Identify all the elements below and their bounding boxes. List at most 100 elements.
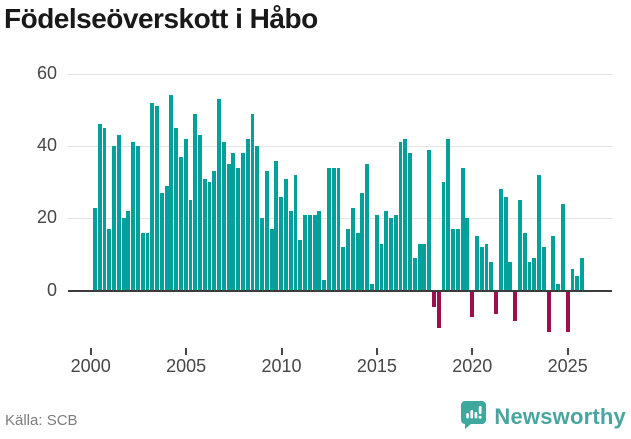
bar-2000Q2 [97,124,102,291]
x-tick-label: 2025 [547,356,588,376]
bar-2018Q3 [446,138,451,291]
bar-2010Q1 [284,178,288,291]
bar-2018Q1 [436,292,441,329]
bar-2020Q3 [484,243,489,291]
bar-2007Q2 [231,153,236,291]
bar-2007Q1 [226,164,231,291]
bar-2006Q4 [221,142,226,291]
bar-2013Q2 [346,229,350,291]
bar-2002Q4 [145,232,150,291]
bar-2024Q3 [560,203,565,291]
bar-2008Q1 [245,138,250,291]
bar-2022Q1 [513,292,518,322]
y-tick-label: 60 [36,62,57,83]
bar-2001Q4 [126,211,131,291]
bar-2013Q4 [355,232,360,291]
bar-2017Q4 [432,292,436,307]
newsworthy-logo: Newsworthy [460,400,626,434]
bar-2015Q2 [384,211,389,291]
x-tick-label: 2015 [356,356,397,376]
x-tick-mark [89,348,92,355]
bar-2008Q2 [250,113,255,291]
bar-2005Q1 [188,200,193,291]
bar-2023Q2 [537,175,541,291]
bar-2018Q4 [451,229,456,291]
x-axis-zero-line [68,289,612,292]
bar-2020Q4 [489,261,494,291]
bar-2016Q4 [412,258,417,291]
newsworthy-wordmark: Newsworthy [494,404,626,429]
bar-2007Q4 [241,153,245,291]
bar-2022Q3 [522,232,527,291]
bar-2021Q4 [508,261,513,291]
bar-2023Q3 [541,247,546,291]
bar-2008Q4 [260,218,265,291]
newsworthy-logo-icon [460,400,487,434]
bar-2021Q1 [494,292,498,314]
bar-2023Q4 [546,292,551,332]
y-tick-label: 40 [36,135,57,155]
bar-2003Q1 [150,102,155,291]
bar-2016Q1 [398,142,403,291]
bar-2006Q3 [217,99,222,291]
bar-2010Q2 [288,211,293,291]
bar-2025Q1 [570,269,575,291]
bar-2000Q3 [102,127,107,291]
x-tick-label: 2020 [452,356,493,376]
source-note: Källa: SCB [5,412,78,429]
x-tick-label: 2010 [261,356,302,376]
x-tick-mark [185,348,188,355]
bar-2019Q3 [465,218,470,291]
bar-2008Q3 [255,146,260,291]
bar-2016Q2 [403,138,408,291]
bar-2017Q3 [427,149,432,291]
bar-2011Q3 [312,214,317,291]
bar-2009Q2 [269,229,274,291]
bar-2000Q4 [107,229,112,291]
bar-2011Q1 [303,214,307,291]
gridline [68,146,612,147]
bar-2010Q3 [293,175,298,291]
bar-2021Q2 [498,189,503,291]
bar-2002Q3 [140,232,145,291]
bar-2020Q1 [475,236,479,291]
bar-2006Q1 [207,182,212,291]
bar-2004Q1 [169,95,174,291]
bar-2006Q2 [212,171,217,291]
bar-2001Q2 [116,135,121,291]
bar-2004Q4 [183,138,188,291]
bar-2012Q4 [336,167,341,291]
bar-2011Q2 [307,214,312,291]
y-tick-label: 20 [36,207,57,228]
bar-2019Q2 [460,167,465,291]
x-tick-mark [566,348,569,355]
bar-2005Q3 [198,135,202,291]
bar-2022Q2 [517,200,522,291]
bar-2017Q1 [417,243,422,291]
bar-2024Q1 [551,236,556,291]
x-tick-mark [280,348,283,355]
bar-2018Q2 [441,182,446,291]
bar-2025Q3 [580,258,584,291]
bar-2013Q3 [350,207,355,291]
plot-area: 0 20 40 60 2000 2005 2010 2015 2020 2025 [36,62,612,376]
bar-2023Q1 [532,258,537,291]
bar-2022Q4 [527,261,532,291]
chart-title: Födelseöverskott i Håbo [4,3,318,34]
bar-2016Q3 [408,153,413,291]
bar-2015Q4 [393,214,398,291]
bar-2014Q2 [365,164,370,291]
bar-2011Q4 [317,211,322,291]
bar-2004Q2 [174,127,179,291]
bar-2003Q2 [155,106,159,291]
bar-2009Q3 [274,160,279,291]
bar-2024Q4 [565,292,570,332]
x-tick-label: 2000 [70,356,111,376]
x-tick-label: 2005 [166,356,207,376]
bar-2001Q1 [112,146,116,291]
bar-2005Q2 [193,113,198,291]
bar-2020Q2 [479,247,484,291]
y-tick-label: 0 [46,279,57,300]
bar-2003Q4 [164,185,169,291]
